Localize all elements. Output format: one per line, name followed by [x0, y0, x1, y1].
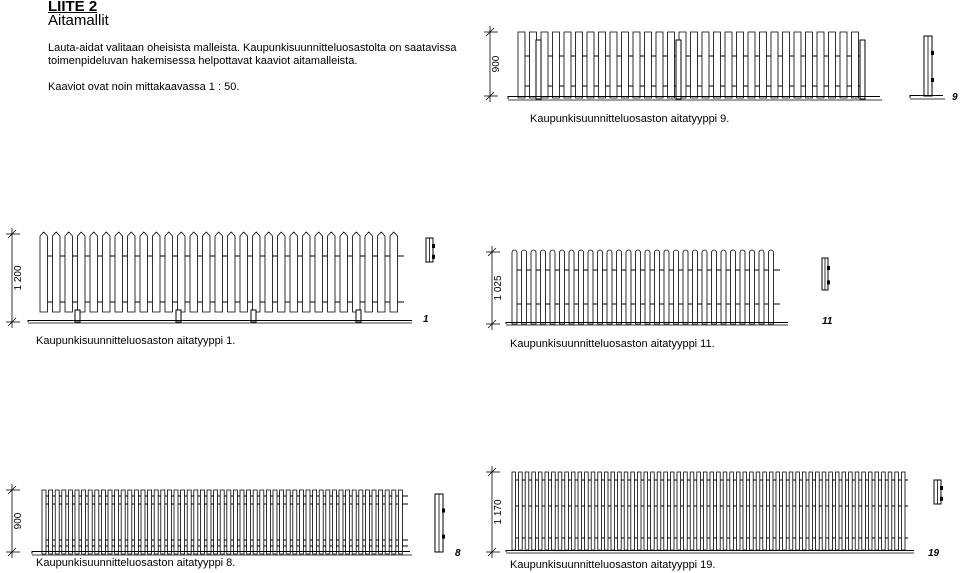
- fence-caption-8: Kaupunkisuunnitteluosaston aitatyyppi 8.: [36, 557, 236, 569]
- ground-line: [505, 322, 788, 324]
- dimension-arrow: [7, 485, 17, 495]
- fence-caption-1: Kaupunkisuunnitteluosaston aitatyyppi 1.: [36, 335, 236, 347]
- dimension-arrow: [7, 229, 17, 239]
- fence-caption-9: Kaupunkisuunnitteluosaston aitatyyppi 9.: [530, 113, 730, 125]
- fence-profile-rail: [931, 51, 934, 55]
- scale-note: Kaaviot ovat noin mittakaavassa 1 : 50.: [48, 81, 240, 93]
- fence-profile-rail: [442, 534, 445, 539]
- dimension-arrow: [7, 317, 17, 327]
- fence-profile-rail: [432, 254, 435, 259]
- dimension-arrow: [487, 247, 497, 257]
- page-title: LIITE 2: [48, 0, 98, 15]
- dimension-arrow: [487, 467, 497, 477]
- ground-line: [27, 320, 412, 322]
- height-label: 1 170: [493, 499, 504, 524]
- fence-profile-rail: [432, 244, 435, 248]
- intro-text: Lauta-aidat valitaan oheisista malleista…: [48, 42, 457, 67]
- fence-post: [74, 309, 81, 323]
- ground-line: [507, 96, 880, 99]
- fence-drawing-1: 1 200 1: [6, 228, 435, 328]
- fence-post: [675, 39, 682, 100]
- page-subtitle: Aitamallit: [48, 12, 109, 29]
- ground-line: [31, 551, 410, 554]
- fence-pickets: [517, 31, 859, 99]
- ground-line: [505, 550, 914, 552]
- fence-profile-rail: [442, 508, 445, 513]
- dimension-arrow: [487, 547, 497, 557]
- fence-number: 1: [423, 314, 429, 325]
- fence-caption-19: Kaupunkisuunnitteluosaston aitatyyppi 19…: [510, 559, 716, 571]
- fence-number: 8: [455, 548, 461, 559]
- fence-post: [535, 39, 542, 100]
- fence-post: [250, 309, 257, 323]
- fence-profile-rail: [827, 280, 830, 285]
- fence-drawing-19: 1 170 19: [486, 466, 943, 559]
- fence-drawing-9: 900 9: [484, 26, 958, 103]
- fence-post: [859, 39, 866, 100]
- height-label: 900: [13, 512, 24, 529]
- fence-caption-11: Kaupunkisuunnitteluosaston aitatyyppi 11…: [510, 338, 715, 350]
- fence-number: 9: [952, 92, 958, 103]
- height-label: 1 200: [13, 265, 24, 290]
- fence-number: 19: [928, 548, 940, 559]
- fence-post: [175, 309, 182, 323]
- dimension-arrow: [485, 27, 495, 37]
- height-label: 900: [491, 55, 502, 72]
- dimension-arrow: [7, 547, 17, 557]
- fence-post: [355, 309, 362, 323]
- dimension-arrow: [487, 319, 497, 329]
- fence-profile-rail: [940, 486, 943, 490]
- fence-pickets: [39, 231, 398, 313]
- fence-profile-rail: [931, 78, 934, 82]
- fence-pickets: [41, 489, 403, 555]
- dimension-arrow: [485, 91, 495, 101]
- fence-number: 11: [822, 316, 833, 327]
- fence-pickets: [511, 249, 774, 325]
- fence-profile-rail: [940, 496, 943, 501]
- fence-pickets: [511, 471, 906, 551]
- fence-profile-rail: [827, 266, 830, 270]
- fence-drawing-11: 1 025 11: [486, 246, 833, 330]
- ground-line: [909, 95, 943, 98]
- height-label: 1 025: [493, 275, 504, 300]
- fence-drawing-8: 900 8: [6, 484, 461, 559]
